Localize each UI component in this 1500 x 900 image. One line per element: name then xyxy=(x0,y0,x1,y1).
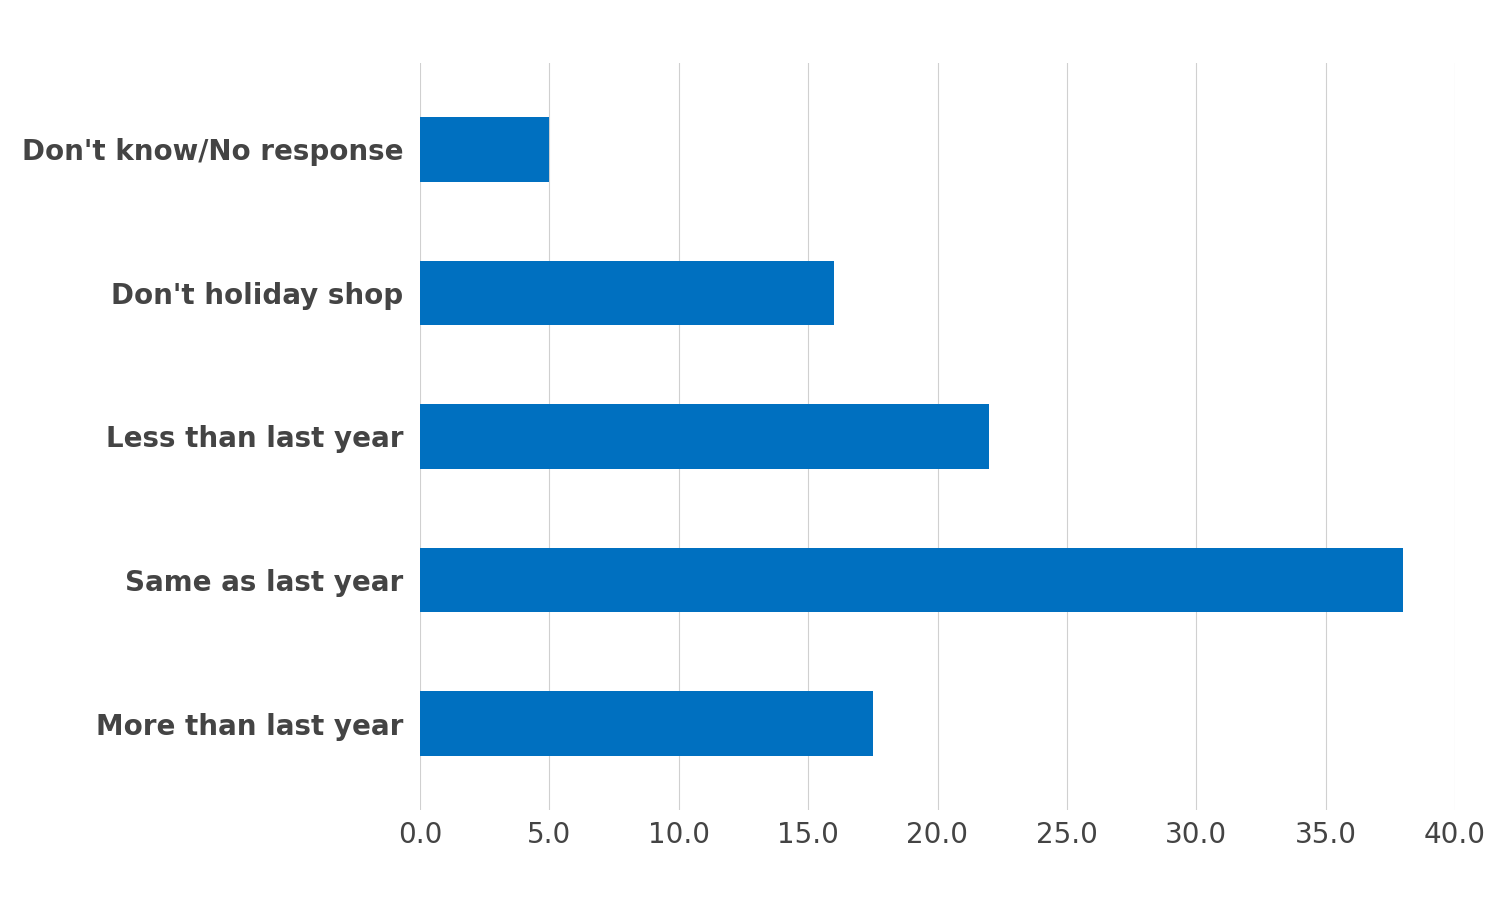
Bar xyxy=(420,117,549,182)
Bar xyxy=(420,260,834,325)
Bar xyxy=(420,548,1404,613)
Bar xyxy=(420,404,990,469)
Bar xyxy=(420,691,873,756)
